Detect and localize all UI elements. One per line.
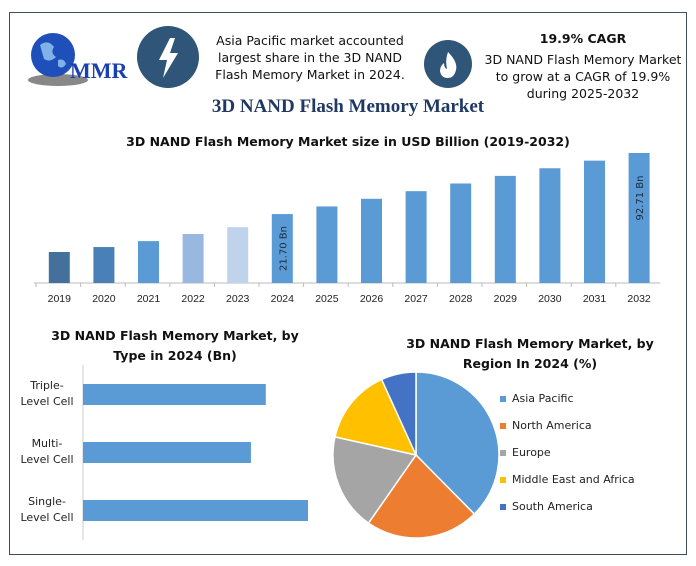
tick-label-2021: 2021 bbox=[137, 293, 161, 305]
bar-2025 bbox=[316, 206, 338, 283]
legend-item: Europe bbox=[500, 446, 551, 459]
slice-asia-pacific bbox=[415, 371, 500, 516]
market-size-chart: 2019 2020 2021 2022 2023 2024 21.70 Bn 2025 2026… bbox=[34, 153, 661, 305]
main-title: 3D NAND Flash Memory Market bbox=[211, 96, 485, 117]
bar-2023 bbox=[227, 227, 249, 283]
highlight-line: largest share in the 3D NAND bbox=[218, 50, 402, 65]
slice-north-america bbox=[367, 453, 476, 539]
cagr-line: 3D NAND Flash Memory Market bbox=[484, 52, 682, 67]
tick-label-2022: 2022 bbox=[181, 293, 205, 305]
tick-label-2024: 2024 bbox=[271, 293, 295, 305]
category-label: Multi- Level Cell bbox=[12, 436, 82, 468]
legend-item: Middle East and Africa bbox=[500, 473, 635, 486]
tick-label-2025: 2025 bbox=[315, 293, 339, 305]
legend-label: North America bbox=[512, 419, 592, 432]
cagr-title: 19.9% CAGR bbox=[539, 31, 627, 46]
slice-south-america bbox=[380, 371, 417, 456]
highlight-line: Asia Pacific market accounted bbox=[216, 33, 404, 48]
cagr-line: during 2025-2032 bbox=[526, 86, 640, 101]
legend-item: Asia Pacific bbox=[500, 392, 574, 405]
tick-label-2020: 2020 bbox=[92, 293, 116, 305]
data-label-2032: 92.71 Bn bbox=[635, 175, 646, 220]
frame-border bbox=[9, 12, 687, 555]
lightning-bolt-icon bbox=[137, 26, 199, 88]
tick-label-2028: 2028 bbox=[449, 293, 473, 305]
bar-2031 bbox=[584, 160, 605, 283]
category-label-line: Multi- bbox=[31, 437, 63, 450]
legend-item: North America bbox=[500, 419, 592, 432]
category-label-line: Triple- bbox=[30, 379, 64, 392]
bar-2030 bbox=[539, 168, 561, 283]
type-chart bbox=[82, 365, 308, 540]
flame-icon bbox=[424, 40, 472, 88]
region-pie-chart bbox=[332, 371, 500, 539]
bar-2020 bbox=[93, 247, 115, 283]
region-chart-title: 3D NAND Flash Memory Market, by Region I… bbox=[395, 334, 665, 374]
tick-label-2029: 2029 bbox=[494, 293, 518, 305]
legend-swatch bbox=[500, 449, 506, 456]
category-label-line: Level Cell bbox=[20, 511, 74, 524]
bar-2032 bbox=[628, 153, 650, 283]
bar-2021 bbox=[138, 241, 159, 283]
bar-2019 bbox=[48, 252, 70, 283]
bar-2029 bbox=[494, 175, 516, 283]
legend-label: Europe bbox=[512, 446, 551, 459]
category-label-line: Level Cell bbox=[20, 395, 74, 408]
type-chart-title-line: Type in 2024 (Bn) bbox=[113, 348, 237, 363]
category-label-line: Single- bbox=[28, 495, 66, 508]
highlight-line: Flash Memory Market in 2024. bbox=[215, 67, 405, 82]
region-chart-title-line: Region In 2024 (%) bbox=[462, 356, 598, 371]
category-label: Single- Level Cell bbox=[12, 494, 82, 526]
globe-icon bbox=[28, 33, 88, 86]
data-label-2024: 21.70 Bn bbox=[278, 226, 289, 271]
bar-triplelevelcell bbox=[83, 384, 266, 405]
bar-2028 bbox=[450, 183, 472, 283]
bar-2024 bbox=[271, 214, 293, 283]
category-label: Triple- Level Cell bbox=[12, 378, 82, 410]
tick-label-2027: 2027 bbox=[404, 293, 428, 305]
bar-2027 bbox=[405, 191, 427, 283]
market-size-chart-title: 3D NAND Flash Memory Market size in USD … bbox=[126, 134, 570, 149]
logo-text: MMR bbox=[70, 58, 128, 83]
type-chart-title: 3D NAND Flash Memory Market, by Type in … bbox=[40, 326, 310, 366]
slice-europe bbox=[332, 435, 418, 525]
tick-label-2031: 2031 bbox=[583, 293, 607, 305]
tick-label-2019: 2019 bbox=[48, 293, 72, 305]
tick-label-2032: 2032 bbox=[627, 293, 651, 305]
bar-multilevelcell bbox=[83, 442, 251, 463]
legend-swatch bbox=[500, 395, 506, 402]
bar-singlelevelcell bbox=[83, 500, 308, 521]
cagr-block: 19.9% CAGR 3D NAND Flash Memory Market t… bbox=[478, 30, 688, 102]
legend-label: Middle East and Africa bbox=[512, 473, 635, 486]
region-chart-title-line: 3D NAND Flash Memory Market, by bbox=[406, 336, 654, 351]
bar-2022 bbox=[182, 234, 204, 283]
legend-swatch bbox=[500, 422, 506, 429]
legend-label: South America bbox=[512, 500, 593, 513]
slice-middle-east-and-africa bbox=[334, 378, 418, 457]
bar-2026 bbox=[361, 198, 382, 283]
mmr-logo: MMR bbox=[18, 30, 133, 90]
category-label-line: Level Cell bbox=[20, 453, 74, 466]
legend-item: South America bbox=[500, 500, 593, 513]
type-chart-title-line: 3D NAND Flash Memory Market, by bbox=[51, 328, 299, 343]
legend-label: Asia Pacific bbox=[512, 392, 574, 405]
tick-label-2026: 2026 bbox=[360, 293, 384, 305]
legend-swatch bbox=[500, 476, 506, 483]
legend-swatch bbox=[500, 503, 506, 510]
tick-label-2023: 2023 bbox=[226, 293, 250, 305]
highlight-text: Asia Pacific market accounted largest sh… bbox=[200, 32, 420, 83]
tick-label-2030: 2030 bbox=[538, 293, 562, 305]
cagr-line: to grow at a CAGR of 19.9% bbox=[495, 69, 671, 84]
